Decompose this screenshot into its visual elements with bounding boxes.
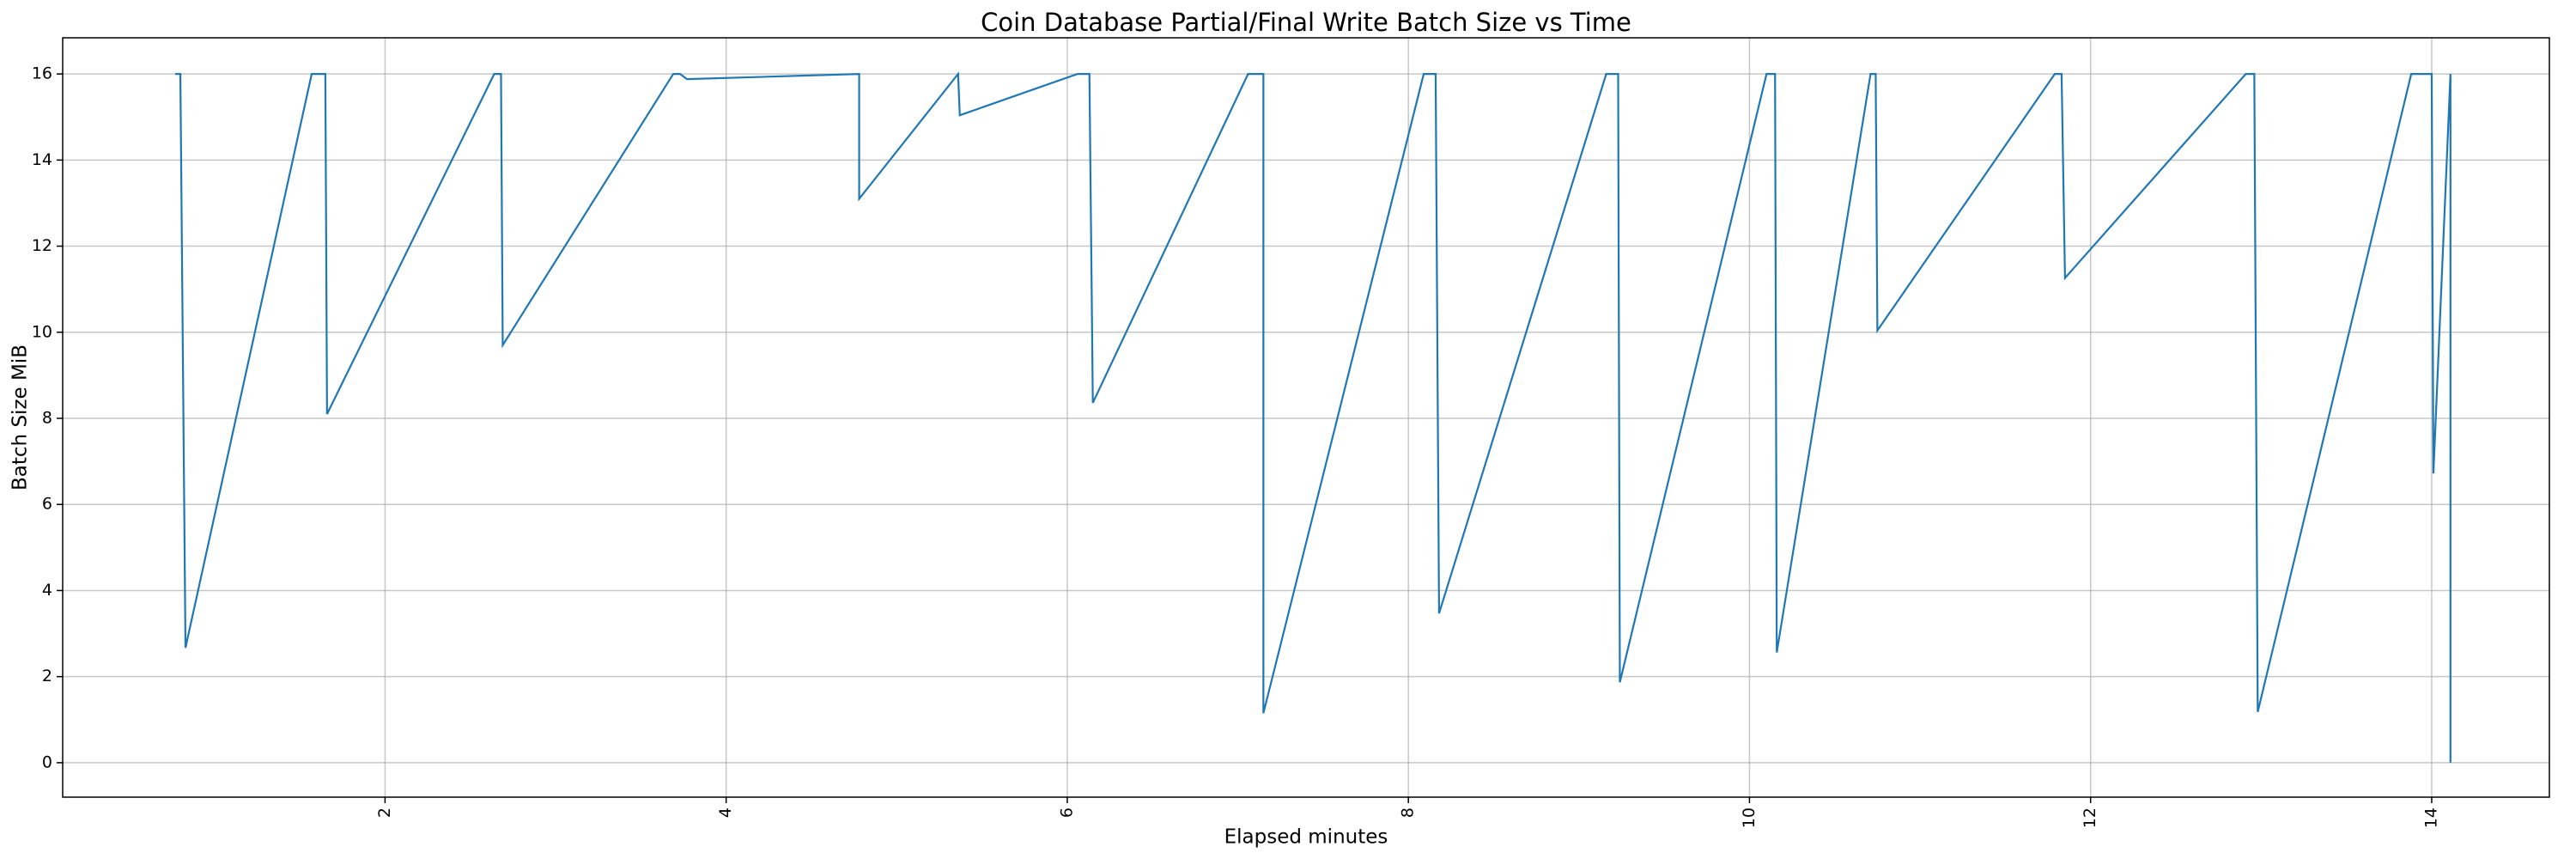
y-tick-label: 14 bbox=[32, 150, 52, 169]
y-tick-label: 2 bbox=[42, 667, 52, 685]
x-tick-label: 2 bbox=[375, 807, 394, 818]
y-tick-label: 16 bbox=[32, 64, 52, 83]
y-tick-label: 8 bbox=[42, 409, 52, 428]
y-tick-label: 12 bbox=[32, 236, 52, 255]
x-tick-label: 4 bbox=[716, 807, 735, 818]
x-tick-label: 10 bbox=[1740, 807, 1759, 828]
x-axis-label: Elapsed minutes bbox=[1224, 826, 1388, 849]
x-tick-label: 14 bbox=[2421, 807, 2440, 828]
data-line bbox=[175, 71, 2451, 763]
plot-frame bbox=[62, 37, 2550, 798]
x-tick-label: 8 bbox=[1399, 807, 1418, 818]
y-tick-label: 6 bbox=[42, 495, 52, 514]
y-tick-label: 4 bbox=[42, 581, 52, 600]
y-tick-label: 0 bbox=[42, 752, 52, 771]
y-tick-label: 10 bbox=[32, 322, 52, 341]
x-tick-label: 6 bbox=[1057, 807, 1076, 818]
x-tick-label: 12 bbox=[2081, 807, 2099, 828]
y-axis-label: Batch Size MiB bbox=[9, 344, 32, 490]
chart-title: Coin Database Partial/Final Write Batch … bbox=[981, 8, 1631, 37]
